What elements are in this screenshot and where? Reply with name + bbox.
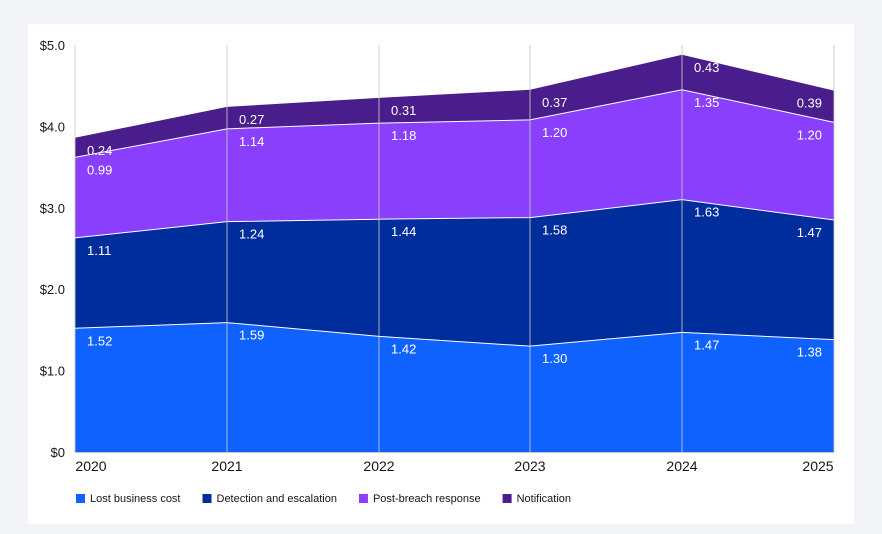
series-boundaries: [74, 89, 835, 347]
data-label-post-breach-response-2023: 1.20: [542, 125, 567, 140]
x-tick-label-2024: 2024: [666, 458, 697, 474]
data-label-post-breach-response-2022: 1.18: [391, 128, 416, 143]
legend-item-notification: Notification: [502, 493, 571, 505]
data-labels: 1.52 1.59 1.42 1.30 1.47 1.38 1.11 1.24 1.44 1.58…: [87, 60, 822, 366]
boundary-line: [74, 89, 835, 158]
legend-swatch: [358, 494, 368, 503]
y-tick-label: $5.0: [40, 38, 65, 53]
chart-areas: [75, 54, 834, 452]
y-tick-label: $4.0: [40, 119, 65, 134]
data-label-post-breach-response-2020: 0.99: [87, 162, 112, 177]
area-lost-business-cost: [75, 322, 834, 452]
data-label-lost-business-cost-2024: 1.47: [694, 337, 719, 352]
legend-label: Post-breach response: [373, 493, 481, 505]
x-tick-label-2025: 2025: [802, 458, 833, 474]
y-tick-label: $0: [51, 445, 65, 460]
x-tick-label-2021: 2021: [211, 458, 242, 474]
legend-item-lost-business-cost: Lost business cost: [76, 493, 181, 505]
data-label-notification-2020: 0.24: [87, 143, 112, 158]
data-label-notification-2021: 0.27: [239, 112, 264, 127]
data-label-notification-2022: 0.31: [391, 103, 416, 118]
x-tick-label-2020: 2020: [75, 458, 106, 474]
data-label-detection-and-escalation-2022: 1.44: [391, 224, 416, 239]
legend-item-detection-and-escalation: Detection and escalation: [202, 493, 337, 505]
data-label-lost-business-cost-2021: 1.59: [239, 328, 264, 343]
data-label-post-breach-response-2021: 1.14: [239, 134, 264, 149]
area-detection-and-escalation: [75, 199, 834, 347]
legend-swatch: [502, 494, 512, 503]
data-label-detection-and-escalation-2021: 1.24: [239, 227, 264, 242]
boundary-line: [74, 199, 835, 239]
y-tick-label: $1.0: [40, 364, 65, 379]
x-tick-label-2022: 2022: [363, 458, 394, 474]
data-label-notification-2023: 0.37: [542, 95, 567, 110]
y-tick-label: $2.0: [40, 282, 65, 297]
data-label-lost-business-cost-2023: 1.30: [542, 351, 567, 366]
data-label-detection-and-escalation-2023: 1.58: [542, 223, 567, 238]
legend-label: Lost business cost: [90, 493, 181, 505]
boundary-line: [74, 322, 835, 347]
legend-item-post-breach-response: Post-breach response: [358, 493, 481, 505]
data-label-post-breach-response-2025: 1.20: [797, 127, 822, 142]
data-label-detection-and-escalation-2024: 1.63: [694, 205, 719, 220]
legend-label: Notification: [517, 493, 571, 505]
area-post-breach-response: [75, 89, 834, 238]
data-label-detection-and-escalation-2020: 1.11: [87, 243, 111, 258]
legend-swatch: [202, 494, 212, 503]
axes: $0 $1.0 $2.0 $3.0 $4.0 $5.0 2020 2021 2022 2023 20…: [40, 38, 834, 474]
data-label-notification-2024: 0.43: [694, 60, 719, 75]
area-notification: [75, 54, 834, 158]
legend: Lost business cost Detection and escalati…: [76, 493, 571, 505]
data-label-post-breach-response-2024: 1.35: [694, 95, 719, 110]
y-tick-label: $3.0: [40, 201, 65, 216]
data-label-notification-2025: 0.39: [797, 96, 822, 111]
x-tick-label-2023: 2023: [514, 458, 545, 474]
vertical-gridlines: [74, 45, 835, 452]
data-label-lost-business-cost-2022: 1.42: [391, 341, 416, 356]
data-label-detection-and-escalation-2025: 1.47: [797, 225, 822, 240]
data-label-lost-business-cost-2025: 1.38: [797, 345, 822, 360]
data-label-lost-business-cost-2020: 1.52: [87, 333, 112, 348]
legend-label: Detection and escalation: [217, 493, 337, 505]
legend-swatch: [76, 494, 85, 503]
